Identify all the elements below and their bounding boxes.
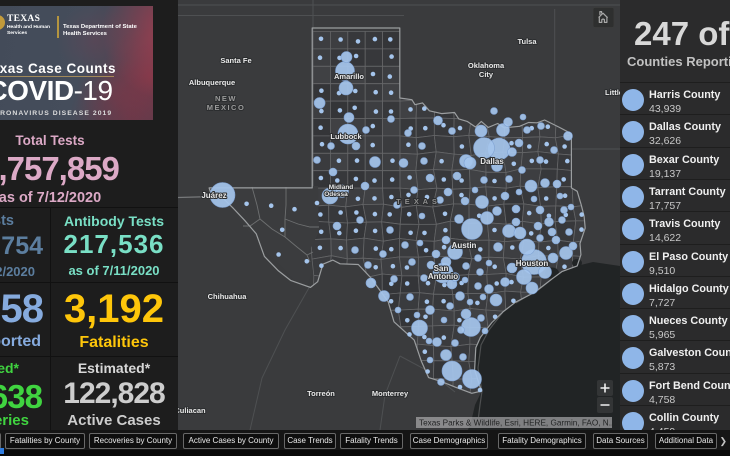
svg-text:T E X A S: T E X A S [396,197,438,206]
svg-text:NEW: NEW [215,94,237,103]
svg-text:Amarillo: Amarillo [334,72,364,81]
svg-text:Culiacan: Culiacan [178,406,206,415]
svg-text:City: City [479,70,494,79]
svg-text:Dallas: Dallas [480,157,504,166]
svg-text:Odessa: Odessa [324,191,348,198]
svg-text:Lubbock: Lubbock [330,132,362,141]
svg-text:Juárez: Juárez [201,191,226,200]
svg-text:Midland: Midland [329,184,354,191]
svg-text:Antonio: Antonio [428,272,458,281]
svg-text:San: San [434,264,449,273]
svg-text:Torreón: Torreón [307,389,335,398]
svg-text:Austin: Austin [452,241,477,250]
svg-text:Houston: Houston [516,259,549,268]
svg-text:Chihuahua: Chihuahua [208,292,248,301]
svg-text:Tulsa: Tulsa [517,37,537,46]
svg-text:Monterrey: Monterrey [372,389,409,398]
svg-text:Santa Fe: Santa Fe [220,56,251,65]
svg-text:MEXICO: MEXICO [207,103,246,112]
svg-text:Little: Little [605,88,620,97]
svg-text:Oklahoma: Oklahoma [468,61,505,70]
svg-text:Albuquerque: Albuquerque [189,78,235,87]
svg-text:Texas Parks & Wildlife, Esri,: Texas Parks & Wildlife, Esri, HERE, Garm… [419,419,616,428]
